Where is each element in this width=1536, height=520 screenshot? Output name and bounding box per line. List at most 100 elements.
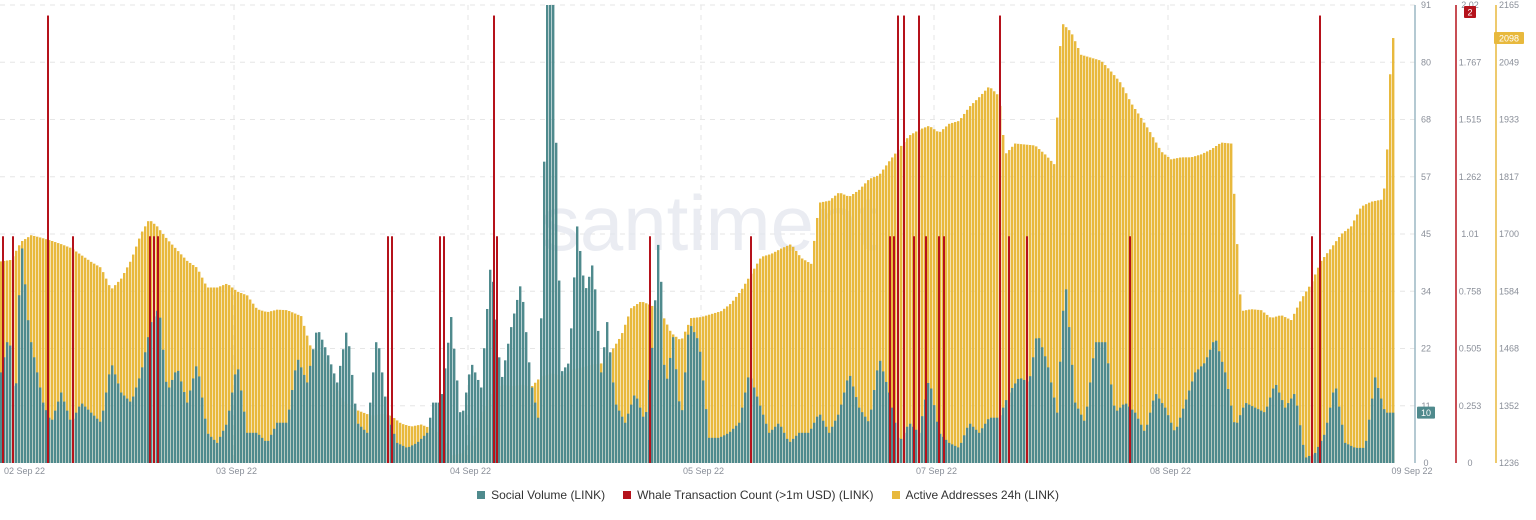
active-addresses-bar — [1023, 144, 1026, 463]
social-volume-bar — [894, 422, 897, 463]
active-addresses-bar — [102, 272, 105, 463]
active-addresses-bar — [84, 257, 87, 463]
social-volume-bar — [204, 418, 207, 463]
social-volume-bar — [1068, 327, 1071, 463]
social-volume-bar — [906, 426, 909, 463]
social-volume-bar — [672, 337, 675, 463]
legend-item[interactable]: Whale Transaction Count (>1m USD) (LINK) — [623, 488, 874, 502]
social-volume-bar — [972, 426, 975, 463]
social-volume-bar — [33, 357, 36, 463]
social-volume-bar — [1122, 404, 1125, 463]
social-volume-bar — [654, 300, 657, 463]
social-volume-bar — [195, 366, 198, 463]
social-volume-bar — [705, 409, 708, 463]
social-volume-bar — [1272, 388, 1275, 463]
active-addresses-bar — [1056, 117, 1059, 464]
active-addresses-bar — [1377, 200, 1380, 463]
social-volume-bar — [765, 423, 768, 463]
social-volume-bar — [1188, 390, 1191, 463]
social-volume-bar — [453, 348, 456, 463]
social-volume-bar — [363, 429, 366, 463]
whale-transaction-bar — [1129, 236, 1131, 463]
social-volume-bar — [651, 347, 654, 463]
social-volume-bar — [1155, 394, 1158, 463]
active-addresses-bar — [225, 283, 228, 463]
social-volume-bar — [1317, 446, 1320, 463]
social-volume-bar — [384, 396, 387, 463]
social-volume-bar — [1386, 412, 1389, 463]
active-addresses-bar — [852, 194, 855, 463]
social-volume-bar — [681, 410, 684, 463]
active-addresses-bar — [624, 324, 627, 463]
active-addresses-bar — [1344, 231, 1347, 463]
social-volume-bar — [768, 432, 771, 463]
active-addresses-bar — [1065, 27, 1068, 463]
social-volume-bar — [582, 275, 585, 463]
active-addresses-bar — [990, 88, 993, 464]
social-volume-bar — [237, 369, 240, 463]
social-volume-bar — [684, 372, 687, 463]
social-volume-bar — [540, 318, 543, 463]
active-addresses-bar — [288, 311, 291, 463]
active-addresses-bar — [1230, 143, 1233, 463]
social-volume-bar — [1083, 420, 1086, 463]
active-addresses-bar — [1353, 220, 1356, 463]
social-volume-bar — [549, 5, 552, 463]
active-addresses-bar — [105, 278, 108, 463]
whale-transaction-bar — [999, 15, 1001, 463]
axis-tick-active: 1700 — [1499, 229, 1519, 239]
social-volume-bar — [564, 367, 567, 463]
active-addresses-bar — [1203, 152, 1206, 463]
active-addresses-bar — [1047, 157, 1050, 464]
active-addresses-bar — [249, 299, 252, 463]
social-volume-bar — [246, 432, 249, 463]
active-addresses-bar — [1254, 309, 1257, 463]
legend-item[interactable]: Active Addresses 24h (LINK) — [891, 488, 1059, 502]
social-volume-bar — [45, 410, 48, 463]
active-addresses-bar — [900, 145, 903, 463]
social-volume-bar — [1101, 342, 1104, 463]
active-addresses-bar — [210, 287, 213, 463]
social-volume-bar — [351, 374, 354, 463]
active-addresses-bar — [1251, 309, 1254, 463]
social-volume-bar — [1098, 342, 1101, 463]
whale-transaction-bar — [72, 236, 74, 463]
social-volume-bar — [561, 371, 564, 463]
social-volume-bar — [591, 265, 594, 463]
social-volume-bar — [537, 417, 540, 463]
social-volume-bar — [720, 436, 723, 463]
active-addresses-bar — [780, 248, 783, 463]
active-addresses-bar — [246, 295, 249, 463]
legend-item[interactable]: Social Volume (LINK) — [477, 488, 605, 502]
active-addresses-bar — [201, 277, 204, 463]
active-addresses-bar — [795, 251, 798, 463]
active-addresses-bar — [951, 122, 954, 464]
social-volume-bar — [1056, 412, 1059, 463]
active-addresses-bar — [123, 272, 126, 463]
active-addresses-bar — [402, 424, 405, 463]
social-volume-bar — [1356, 447, 1359, 463]
active-addresses-bar — [63, 245, 66, 463]
social-volume-bar — [1338, 406, 1341, 463]
social-volume-bar — [84, 406, 87, 463]
social-volume-bar — [225, 424, 228, 463]
social-volume-bar — [936, 421, 939, 463]
social-volume-bar — [567, 363, 570, 463]
social-volume-bar — [1233, 422, 1236, 463]
axis-tick-social: 34 — [1421, 286, 1431, 296]
social-volume-bar — [597, 330, 600, 463]
active-addresses-bar — [1170, 159, 1173, 464]
social-volume-bar — [1047, 367, 1050, 463]
active-addresses-bar — [771, 253, 774, 463]
active-addresses-bar — [738, 293, 741, 463]
active-addresses-bar — [1299, 301, 1302, 463]
active-addresses-bar — [927, 126, 930, 464]
active-addresses-bar — [885, 165, 888, 463]
social-volume-bar — [312, 349, 315, 463]
whale-transaction-bar — [1026, 236, 1028, 463]
active-addresses-bar — [1176, 158, 1179, 463]
active-addresses-bar — [87, 259, 90, 463]
social-volume-bar — [678, 401, 681, 463]
social-volume-bar — [1284, 407, 1287, 463]
